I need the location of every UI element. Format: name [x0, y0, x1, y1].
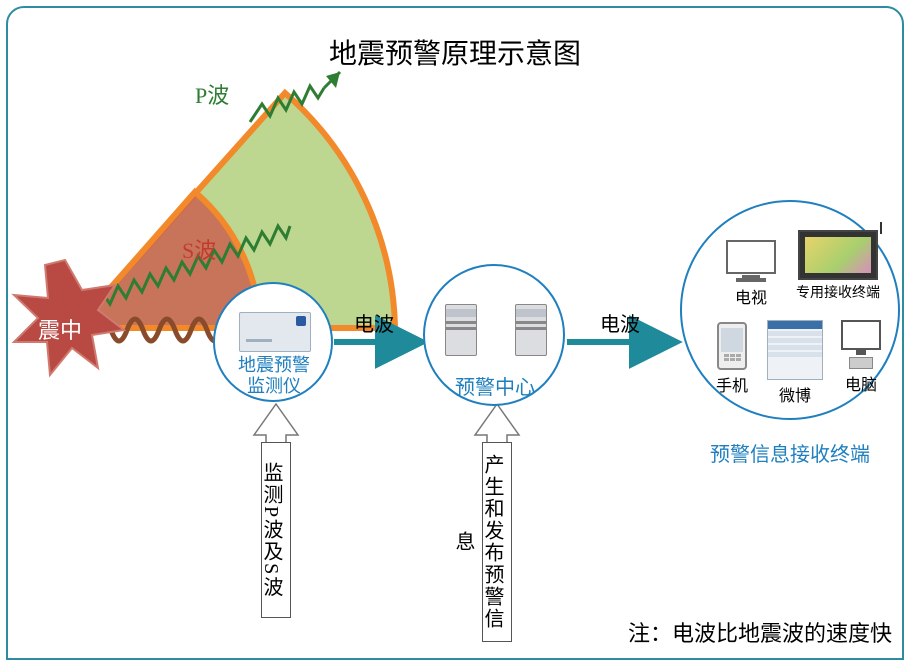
- callout-box-2: 产生和发布预警信息: [482, 442, 512, 642]
- callout-box-1: 监测P波及S波: [261, 442, 291, 618]
- terminal-weibo: 微博: [764, 320, 826, 406]
- terminal-dedicated: 专用接收终端: [790, 230, 886, 302]
- callout-arrow-2: [475, 404, 519, 444]
- terminal-tv: 电视: [724, 240, 778, 308]
- terminals-node: 电视 专用接收终端 手机 微博: [680, 200, 900, 420]
- monitor-label: 地震预警 监测仪: [229, 355, 319, 396]
- arrow2-label: 电波: [600, 308, 640, 337]
- epicenter-label: 震中: [38, 313, 82, 345]
- diagram-title: 地震预警原理示意图: [0, 32, 910, 72]
- callout-arrow-1: [254, 404, 298, 444]
- terminal-computer: 电脑: [832, 320, 890, 395]
- center-label: 预警中心: [453, 377, 537, 400]
- s-wave-label: S波: [182, 233, 216, 265]
- p-wave-label: P波: [195, 78, 229, 110]
- arrow1-label: 电波: [354, 308, 394, 337]
- terminal-phone: 手机: [706, 322, 758, 396]
- terminals-label: 预警信息接收终端: [700, 444, 880, 467]
- footer-note: 注：电波比地震波的速度快: [628, 616, 892, 648]
